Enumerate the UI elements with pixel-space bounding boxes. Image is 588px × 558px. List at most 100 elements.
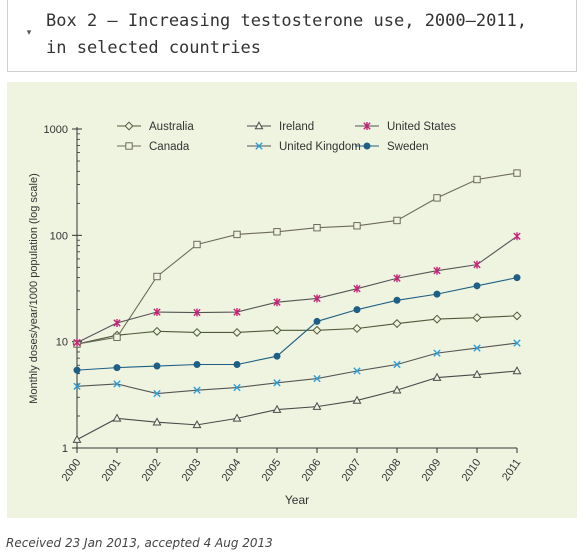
data-point-australia [232,327,242,337]
data-point-ireland [72,434,82,443]
data-point-australia [152,326,162,336]
data-point-canada [193,240,201,249]
data-point-sweden [473,282,481,290]
data-point-sweden [433,290,441,298]
chevron-down-icon[interactable]: ▾ [26,28,32,38]
x-tick-label: 2006 [300,457,324,484]
data-point-united-kingdom [113,380,121,388]
data-point-united-kingdom [193,386,201,394]
legend-marker-ireland [254,121,264,130]
x-tick-label: 2005 [260,457,284,484]
x-tick-label: 2008 [380,457,404,484]
data-point-united-kingdom [153,389,161,398]
data-point-united-states [113,318,121,327]
figure-panel: 1 10 100 1000 2000 2001 2002 2003 2004 2005 2006 20… [7,82,577,518]
series-line-united-kingdom [76,342,518,395]
data-point-sweden [153,362,161,370]
data-point-united-kingdom [233,383,241,392]
legend-marker-united-states [363,122,371,130]
data-point-sweden [313,317,321,325]
data-point-australia [352,323,362,334]
data-point-canada [273,228,281,236]
legend-label-ireland: Ireland [279,121,314,133]
legend-label-united-states: United States [387,121,456,133]
received-accepted-caption: Received 23 Jan 2013, accepted 4 Aug 201… [6,536,273,550]
legend-label-sweden: Sweden [387,141,429,153]
series-line-australia [76,315,518,345]
legend-label-canada: Canada [149,141,190,153]
y-tick-label: 100 [50,230,68,242]
data-point-united-kingdom [433,349,441,357]
x-tick-label: 2003 [180,457,204,484]
x-tick-label: 2002 [140,457,164,484]
data-point-canada [353,222,361,230]
data-point-united-states [353,284,361,293]
data-point-ireland [512,366,522,375]
data-point-ireland [112,413,122,422]
data-point-australia [512,311,522,321]
data-point-united-kingdom [513,339,521,347]
legend-marker-united-kingdom [255,142,263,150]
legend-marker-australia [124,121,134,131]
data-point-australia [432,314,442,324]
legend-label-australia: Australia [149,121,194,133]
y-axis-label: Monthly doses/year/1000 population (log … [28,173,40,404]
data-point-australia [312,325,322,335]
data-point-united-kingdom [273,379,281,387]
data-point-united-states [513,232,521,241]
data-point-canada [433,194,441,202]
data-point-sweden [233,360,241,368]
data-point-united-kingdom [73,382,81,391]
data-point-sweden [113,364,121,372]
x-tick-label: 2001 [100,457,124,484]
data-point-ireland [152,417,162,426]
x-tick-label: 2010 [460,457,484,484]
data-point-australia [392,319,402,329]
data-point-australia [472,313,482,323]
data-point-united-kingdom [393,360,401,369]
data-point-ireland [392,385,402,394]
y-tick-label: 1 [62,443,68,455]
legend-label-united-kingdom: United Kingdom [279,141,361,153]
data-point-ireland [432,372,442,381]
data-point-ireland [192,420,202,429]
y-tick-label: 10 [56,337,68,349]
data-point-sweden [513,274,521,282]
data-point-united-states [433,266,441,275]
box-header[interactable]: ▾ Box 2 – Increasing testosterone use, 2… [7,0,577,72]
data-point-canada [153,272,161,281]
data-point-canada [313,223,321,232]
series-line-sweden [76,277,518,371]
x-tick-label: 2011 [500,457,523,483]
data-point-united-states [73,338,81,347]
legend-marker-canada [125,142,133,150]
data-point-united-states [233,308,241,317]
data-point-united-states [393,274,401,283]
data-point-sweden [393,296,401,304]
data-point-sweden [353,306,361,314]
data-point-australia [192,327,202,337]
data-point-united-kingdom [473,344,481,352]
data-point-ireland [352,395,362,404]
data-point-australia [272,325,282,335]
data-point-united-kingdom [313,374,321,383]
data-point-canada [473,175,481,184]
x-tick-label: 2007 [340,457,364,484]
data-point-canada [113,333,121,341]
data-point-ireland [272,404,282,413]
data-point-united-states [313,294,321,303]
data-point-sweden [273,352,281,360]
data-point-ireland [472,369,482,378]
data-point-united-states [153,308,161,317]
data-point-canada [233,230,241,239]
data-point-united-states [193,308,201,317]
x-tick-label: 2000 [60,457,84,484]
legend-marker-sweden [363,142,371,150]
data-point-united-states [273,298,281,307]
box-title[interactable]: Box 2 – Increasing testosterone use, 200… [46,11,528,58]
x-tick-label: 2004 [220,457,244,484]
data-point-canada [513,169,521,177]
series-line-canada [76,172,518,345]
x-tick-label: 2009 [420,457,444,484]
data-point-united-kingdom [353,367,361,375]
